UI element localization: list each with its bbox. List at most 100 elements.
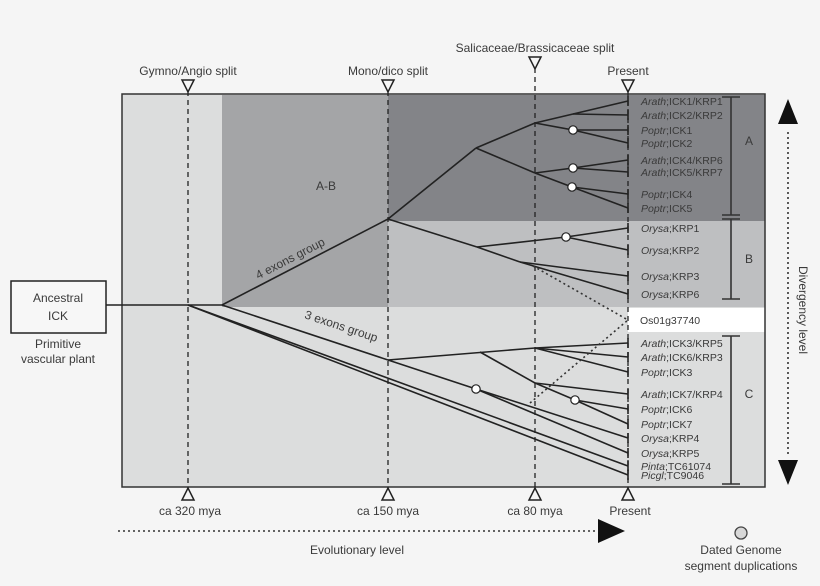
group-b-label: B [745,252,753,266]
tree-branch [387,218,478,248]
evolutionary-label: Evolutionary level [310,543,404,557]
tree-branch [571,186,629,209]
ick-label: ICK [48,309,68,323]
triangle-down-icon [527,56,543,71]
tip-genus: Arath [640,96,666,108]
bracket-a [722,96,740,216]
tip-genus: Poptr [641,367,667,379]
tree-branch [479,351,536,384]
tip-label: Orysa;KRP5 [641,448,700,460]
tip-genus: Poptr [641,138,667,150]
tree-branch [534,347,629,358]
tip-labels: Arath;ICK1/KRP1Arath;ICK2/KRP2Poptr;ICK1… [640,96,723,482]
present-bottom-label: Present [609,504,651,518]
tree-branch [476,246,521,263]
legend-line1: Dated Genome [700,543,782,557]
tip-gene: ;ICK1/KRP1 [666,96,723,108]
tip-label: Arath;ICK6/KRP3 [640,352,723,364]
arrow-right-icon [598,519,625,543]
tip-genus: Arath [640,110,666,122]
tip-label: Arath;ICK3/KRP5 [640,338,723,350]
tip-gene: ;ICK4/KRP6 [666,155,723,167]
tree-branch [387,147,477,220]
tip-genus: Orysa [641,448,669,460]
tree-branch [387,359,477,390]
tip-label: Orysa;KRP3 [641,271,700,283]
tree-branch [475,147,536,174]
tree-branch [519,261,629,295]
tip-gene: ;TC9046 [664,470,704,482]
present-top-label: Present [607,64,649,78]
tree-branch [572,129,629,144]
tip-genus: Orysa [641,223,669,235]
tip-label: Os01g37740 [640,315,700,327]
tip-genus: Poptr [641,404,667,416]
gymno-angio-label: Gymno/Angio split [139,64,237,78]
tip-label: Arath;ICK5/KRP7 [640,167,723,179]
tip-label: Orysa;KRP4 [641,433,700,445]
primitive-label: Primitive [35,337,81,351]
divergency-label: Divergency level [796,266,810,354]
tip-gene: ;KRP6 [669,289,700,301]
tip-label: Poptr;ICK1 [641,125,693,137]
time-80-label: ca 80 mya [507,504,563,518]
tip-genus: Pinta [641,461,665,473]
tip-genus: Poptr [641,189,667,201]
tip-genus: Orysa [641,289,669,301]
tree-branch [187,304,629,467]
tree-branch [574,399,629,425]
tip-label: Poptr;ICK7 [641,419,693,431]
tip-genus: Arath [640,389,666,401]
vascular-plant-label: vascular plant [21,352,96,366]
duplication-node-icon [570,395,580,405]
tip-gene: ;ICK4 [666,189,692,201]
tree-branch [476,236,567,248]
ancestral-ick-box [10,280,107,334]
group-c-label: C [745,387,754,401]
triangle-up-icon [180,486,196,501]
tip-genus: Orysa [641,433,669,445]
tip-label: Arath;ICK4/KRP6 [640,155,723,167]
time-150-label: ca 150 mya [357,504,419,518]
tree-branch [534,172,573,188]
triangle-down-icon [180,79,196,94]
tree-branch [574,399,629,410]
salicaceae-label: Salicaceae/Brassicaceae split [456,41,615,55]
tree-branch [534,342,629,349]
tip-gene: ;ICK6/KRP3 [666,352,723,364]
group-ab-label: A-B [316,179,336,193]
region-b [388,221,765,307]
duplication-node-icon [568,125,578,135]
tip-genus: Poptr [641,125,667,137]
tip-genus: Orysa [641,271,669,283]
tip-label: Poptr;ICK4 [641,189,693,201]
tip-genus: Arath [640,167,666,179]
tip-label: Picgl;TC9046 [641,470,704,482]
tree-branch [387,347,536,361]
tree-branch [572,113,629,116]
tree-branch [572,159,629,169]
tip-genus: Arath [640,338,666,350]
tip-genus: Orysa [641,245,669,257]
transfer-dotted-line [529,319,629,404]
tip-genus: Arath [640,352,666,364]
tip-label: Arath;ICK1/KRP1 [640,96,723,108]
bracket-b [722,218,740,300]
tip-gene: ;KRP5 [669,448,700,460]
tip-gene: ;KRP1 [669,223,700,235]
tip-gene: ;ICK3/KRP5 [666,338,723,350]
duplication-node-icon [561,232,571,242]
tree-branch [534,100,629,124]
tree-branch [534,122,574,131]
tip-gene: ;ICK2/KRP2 [666,110,723,122]
tip-label: Poptr;ICK6 [641,404,693,416]
triangle-down-icon [620,79,636,94]
tip-gene: Os01g37740 [640,315,700,327]
tree-branch [475,388,629,439]
os01g37740-strip [628,308,765,332]
tree-branch [565,236,629,251]
tip-gene: ;ICK5 [666,203,692,215]
tip-label: Orysa;KRP6 [641,289,700,301]
tree-branch [187,304,629,476]
